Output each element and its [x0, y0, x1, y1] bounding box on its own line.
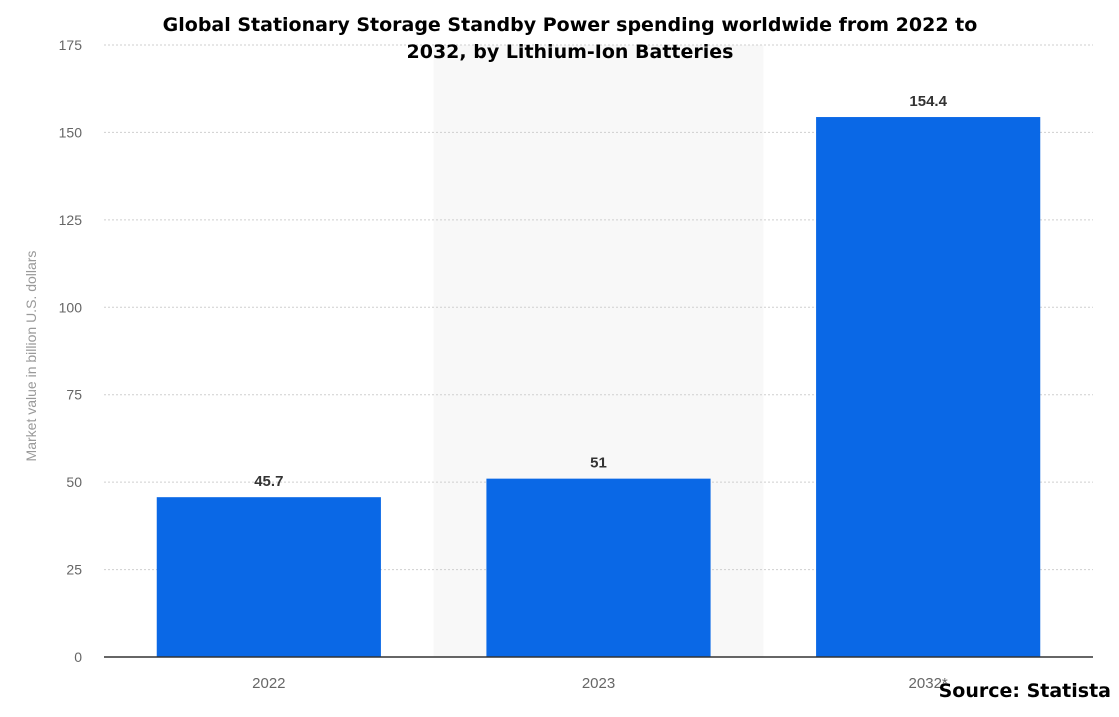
y-tick-label: 125 [59, 212, 83, 228]
bar [816, 117, 1041, 658]
bar [486, 478, 711, 657]
y-tick-label: 0 [74, 649, 82, 665]
y-tick-label: 150 [59, 124, 83, 140]
y-tick-label: 175 [59, 37, 83, 53]
source-label: Source: Statista [938, 680, 1111, 702]
chart-title: Global Stationary Storage Standby Power … [162, 14, 978, 63]
data-label: 51 [590, 455, 607, 472]
x-tick-label: 2023 [582, 675, 615, 692]
data-label: 45.7 [254, 473, 283, 490]
y-tick-label: 75 [66, 387, 82, 403]
y-tick-label: 50 [66, 474, 82, 490]
y-tick-label: 100 [59, 299, 83, 315]
y-tick-label: 25 [66, 562, 82, 578]
x-tick-label: 2022 [252, 675, 285, 692]
bar [156, 497, 381, 657]
x-tick-label: 2032* [909, 675, 948, 692]
data-label: 154.4 [909, 93, 947, 110]
y-axis-label: Market value in billion U.S. dollars [23, 250, 39, 462]
